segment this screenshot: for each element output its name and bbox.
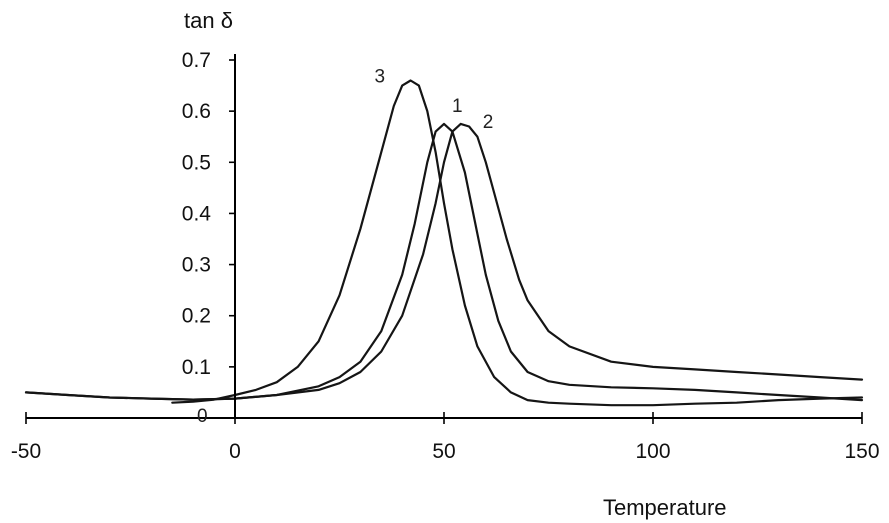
x-tick-label: 50 xyxy=(432,440,455,463)
series-label-1: 1 xyxy=(452,96,463,117)
y-axis-title: tan δ xyxy=(184,8,233,33)
origin-label: 0 xyxy=(197,406,208,427)
y-tick-label: 0.2 xyxy=(182,305,211,328)
y-tick-label: 0.6 xyxy=(182,100,211,123)
x-axis-title: Temperature xyxy=(603,495,727,520)
x-tick-label: 150 xyxy=(844,440,879,463)
series-line-3 xyxy=(171,79,864,407)
series-line-2 xyxy=(24,122,864,401)
series-layer xyxy=(24,79,864,407)
x-tick-label: 0 xyxy=(229,440,241,463)
x-tick-label: -50 xyxy=(11,440,41,463)
series-label-2: 2 xyxy=(483,112,494,133)
y-tick-label: 0.7 xyxy=(182,49,211,72)
label-layer: tan δ Temperature 0 xyxy=(184,8,727,520)
curve-label-layer: 12 3 xyxy=(375,66,494,132)
tick-layer: -50 0 50 100 150 0.1 0.2 0.3 0.4 0.5 0.6 0.7 xyxy=(11,49,880,463)
axes-layer xyxy=(26,54,862,419)
y-tick-label: 0.4 xyxy=(182,202,212,225)
y-tick-label: 0.3 xyxy=(182,254,211,277)
y-tick-label: 0.1 xyxy=(182,356,211,379)
series-label-3: 3 xyxy=(375,66,386,87)
x-tick-label: 100 xyxy=(635,440,670,463)
y-tick-label: 0.5 xyxy=(182,151,211,174)
